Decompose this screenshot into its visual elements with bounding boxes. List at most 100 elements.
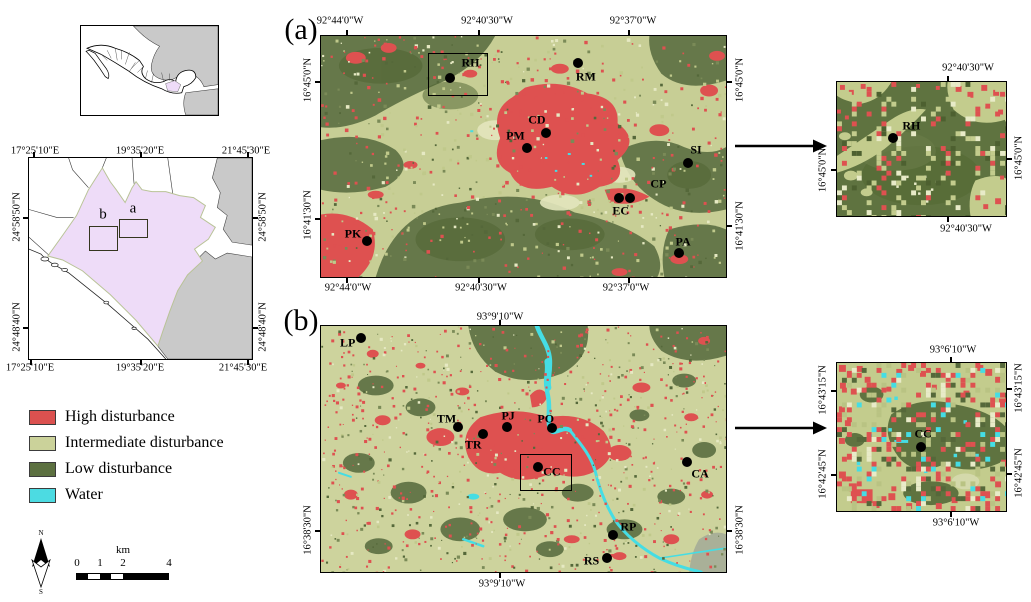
legend-label-high: High disturbance	[65, 408, 175, 425]
site-dot-RP	[607, 530, 618, 541]
inset-a-lon-bottom: 92°40'30"W	[940, 223, 992, 235]
panel-a-raster	[321, 36, 726, 277]
site-dot-PO	[546, 423, 557, 434]
scale-bar-unit: km	[115, 544, 131, 556]
legend-swatch-high	[29, 409, 56, 425]
study-area-box-a-label: a	[129, 200, 137, 217]
legend: High disturbance Intermediate disturbanc…	[29, 404, 224, 508]
axis-tick	[831, 474, 836, 476]
overview-lat-right-1: 24°48'40"N	[257, 302, 269, 352]
axis-tick	[947, 76, 949, 81]
site-dot-TR	[478, 429, 488, 440]
overview-lon-top-2: 21°45'30"E	[221, 145, 271, 157]
axis-tick	[315, 81, 320, 83]
axis-tick	[315, 218, 320, 220]
site-label-CP: CP	[650, 176, 667, 191]
zoom-arrow-a	[735, 139, 827, 153]
mexico-map-graphic	[81, 26, 218, 115]
axis-tick	[1007, 158, 1012, 160]
site-label-CC: CC	[543, 464, 561, 479]
mexico-chiapas-highlight	[165, 80, 182, 93]
overview-lon-bottom-0: 17°25'10"E	[5, 362, 55, 374]
study-area-box-a	[119, 219, 148, 238]
site-dot-EC	[614, 192, 625, 203]
site-label-LP: LP	[340, 335, 356, 350]
panel-b-speckle	[321, 326, 726, 572]
axis-tick	[140, 152, 142, 157]
panel-a-lon-bottom-0: 92°44'0"W	[324, 282, 372, 294]
north-arrow-n: N	[38, 529, 43, 537]
panel-b-map: LP TM TR PJ PO CC CA RP RS	[320, 325, 727, 573]
site-dot-CC	[915, 441, 926, 452]
inset-b-lat-left-0: 16°43'15"N	[817, 365, 829, 415]
site-label-TM: TM	[436, 411, 457, 426]
panel-b-zoom-box	[519, 453, 572, 491]
site-label-PJ: PJ	[501, 408, 515, 423]
site-label-RH: RH	[902, 118, 921, 133]
panel-b-high-disturbance-areas	[335, 336, 714, 561]
axis-tick	[628, 278, 630, 283]
site-label-RM: RM	[575, 69, 596, 84]
inset-a-raster	[837, 82, 1006, 216]
overview-lat-left-0: 24°58'50"N	[11, 192, 23, 242]
site-dot-TM	[453, 422, 464, 433]
panel-a-lat-left-1: 16°41'30"N	[302, 190, 314, 240]
site-dot-RH	[888, 133, 899, 144]
inset-a-lon-top: 92°40'30"W	[942, 62, 994, 74]
legend-swatch-intermediate	[29, 435, 56, 451]
panel-a-zoom-box	[427, 52, 489, 96]
overview-lon-bottom-2: 21°45'30"E	[218, 362, 268, 374]
panel-a-lat-right-0: 16°45'0"N	[734, 57, 746, 103]
overview-lon-top-0: 17°25'10"E	[10, 145, 60, 157]
north-arrow: N S	[31, 529, 51, 595]
site-label-PK: PK	[344, 226, 362, 241]
axis-tick	[253, 327, 258, 329]
panel-b-mountain-corner	[689, 532, 726, 572]
overview-lon-bottom-1: 19°35'20"E	[115, 362, 165, 374]
site-dot-CD	[540, 128, 551, 139]
site-dot-PA	[674, 248, 685, 259]
axis-tick	[30, 360, 32, 365]
site-dot-SI	[683, 158, 694, 168]
site-dot-RM	[572, 57, 583, 68]
site-dot-CA	[682, 456, 693, 467]
axis-tick	[950, 357, 952, 362]
site-dot-CP	[625, 192, 636, 203]
legend-swatch-water	[29, 487, 56, 503]
axis-tick	[628, 30, 630, 35]
panel-a-lon-top-0: 92°44'0"W	[316, 15, 364, 27]
overview-lat-right-0: 24°58'50"N	[257, 192, 269, 242]
axis-tick	[23, 217, 28, 219]
panel-b-lat-left: 16°38'30"N	[302, 505, 314, 555]
panel-a-lat-right-1: 16°41'30"N	[734, 201, 746, 251]
scale-bar-segments	[76, 573, 169, 580]
legend-label-low: Low disturbance	[65, 460, 173, 477]
panel-b-lon-bottom: 93°9'10"W	[478, 578, 526, 590]
panel-a-lon-bottom-1: 92°40'30"W	[455, 282, 507, 294]
axis-tick	[478, 30, 480, 35]
site-label-PO: PO	[537, 411, 555, 426]
axis-tick	[247, 152, 249, 157]
inset-a-lat-left: 16°45'0"N	[817, 147, 829, 193]
site-label-CC: CC	[914, 426, 932, 441]
zoom-arrow-b	[735, 421, 827, 435]
panel-a-speckle	[321, 36, 726, 277]
inset-a-sites-layer: RH	[837, 82, 1006, 216]
axis-tick	[346, 278, 348, 283]
panel-b-lat-right: 16°38'30"N	[734, 505, 746, 555]
site-label-RP: RP	[620, 519, 637, 534]
site-dot-RH	[445, 72, 456, 83]
panel-b-lon-top: 93°9'10"W	[476, 311, 524, 323]
site-dot-PK	[361, 236, 372, 247]
legend-row-high: High disturbance	[29, 404, 224, 430]
scale-tick-3: 4	[166, 557, 172, 569]
panel-a-water-specks	[470, 130, 593, 177]
site-label-EC: EC	[612, 203, 630, 218]
axis-tick	[950, 512, 952, 517]
north-arrow-s: S	[39, 588, 43, 595]
inset-b-lat-right-0: 16°43'15"N	[1013, 363, 1025, 413]
axis-tick	[831, 169, 836, 171]
scale-tick-1: 1	[97, 557, 103, 569]
axis-tick	[831, 390, 836, 392]
